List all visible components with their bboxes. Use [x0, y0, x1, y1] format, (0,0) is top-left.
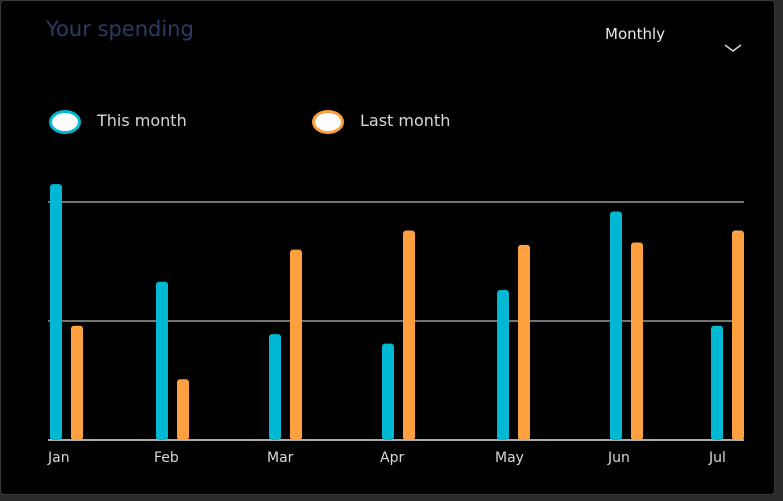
legend-marker-last-month [312, 110, 344, 134]
x-tick-label: Feb [154, 450, 179, 466]
bar-this-month-feb[interactable] [156, 281, 168, 440]
bar-last-month-jun[interactable] [631, 242, 643, 440]
bar-this-month-mar[interactable] [269, 334, 281, 440]
period-selector[interactable]: Monthly [605, 25, 666, 43]
bar-last-month-jul[interactable] [732, 230, 744, 440]
bar-last-month-mar[interactable] [290, 249, 302, 440]
bar-this-month-apr[interactable] [382, 343, 394, 440]
legend-label-this-month: This month [97, 111, 187, 130]
bar-this-month-jun[interactable] [610, 211, 622, 440]
chevron-down-icon[interactable] [723, 41, 743, 55]
x-tick-label: Apr [380, 450, 404, 466]
x-tick-label: Jun [607, 450, 630, 466]
x-tick-label: Jan [47, 450, 70, 466]
x-tick-label: Mar [267, 450, 294, 466]
legend-marker-this-month [49, 110, 81, 134]
bar-last-month-apr[interactable] [403, 230, 415, 440]
x-tick-label: Jul [708, 450, 726, 466]
bar-this-month-may[interactable] [497, 290, 509, 440]
x-tick-label: May [495, 450, 524, 466]
bar-this-month-jan[interactable] [50, 184, 62, 440]
bar-last-month-feb[interactable] [177, 379, 189, 440]
bar-last-month-may[interactable] [518, 244, 530, 440]
legend-label-last-month: Last month [360, 111, 451, 130]
card-title: Your spending [46, 17, 194, 41]
bar-this-month-jul[interactable] [711, 325, 723, 440]
bar-last-month-jan[interactable] [71, 325, 83, 440]
